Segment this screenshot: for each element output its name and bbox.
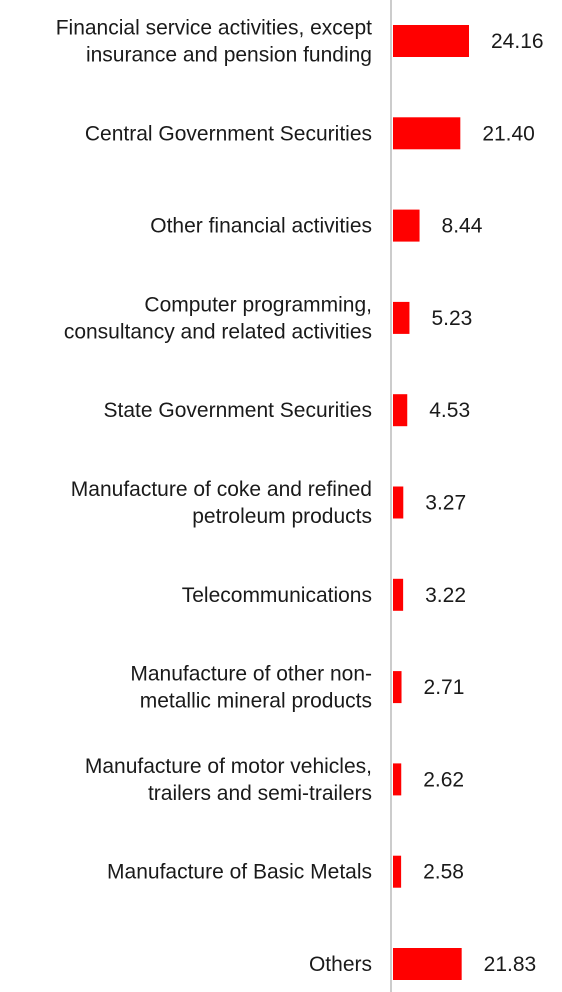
category-label: trailers and semi-trailers bbox=[148, 782, 372, 805]
data-label: 4.53 bbox=[429, 399, 470, 422]
bar bbox=[393, 855, 402, 888]
category-label: Financial service activities, except bbox=[56, 17, 372, 40]
category-label: consultancy and related activities bbox=[64, 320, 372, 343]
data-label: 5.23 bbox=[431, 307, 472, 330]
category-label: Others bbox=[309, 953, 372, 976]
category-label: Other financial activities bbox=[150, 215, 372, 238]
category-label: Manufacture of coke and refined bbox=[71, 478, 372, 501]
category-label: Telecommunications bbox=[182, 584, 372, 607]
category-label: insurance and pension funding bbox=[86, 44, 372, 67]
data-label: 24.16 bbox=[491, 30, 544, 53]
category-label: Central Government Securities bbox=[85, 122, 372, 145]
category-label: State Government Securities bbox=[104, 399, 372, 422]
bar bbox=[393, 394, 408, 427]
bar bbox=[393, 486, 404, 519]
bar bbox=[393, 578, 404, 611]
data-label: 2.62 bbox=[423, 768, 464, 791]
data-label: 2.71 bbox=[424, 676, 465, 699]
category-label: Manufacture of other non- bbox=[130, 663, 372, 686]
bar bbox=[393, 209, 420, 242]
bar bbox=[393, 301, 410, 334]
category-label: petroleum products bbox=[192, 505, 372, 528]
data-label: 2.58 bbox=[423, 861, 464, 884]
data-label: 21.40 bbox=[482, 122, 535, 145]
data-label: 3.22 bbox=[425, 584, 466, 607]
data-label: 8.44 bbox=[442, 215, 483, 238]
bar bbox=[393, 671, 402, 704]
category-label: Computer programming, bbox=[144, 293, 372, 316]
data-label: 3.27 bbox=[425, 492, 466, 515]
bar bbox=[393, 948, 462, 980]
category-label: Manufacture of motor vehicles, bbox=[85, 755, 372, 778]
bar bbox=[393, 117, 461, 150]
bar bbox=[393, 763, 402, 796]
bar bbox=[393, 25, 469, 57]
data-label: 21.83 bbox=[484, 953, 537, 976]
category-label: Manufacture of Basic Metals bbox=[107, 861, 372, 884]
category-label: metallic mineral products bbox=[140, 690, 372, 713]
